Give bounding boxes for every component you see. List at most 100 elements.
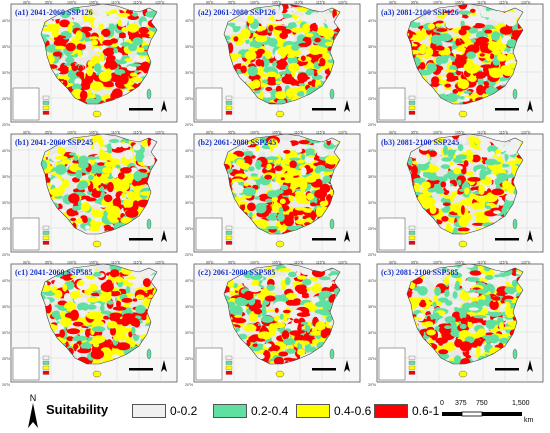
- panel-north-arrow-icon: [527, 230, 533, 242]
- suitability-patch: [459, 188, 466, 192]
- latitude-label: 20°N: [368, 253, 376, 257]
- suitability-patch: [62, 159, 71, 165]
- longitude-label: 115°E: [316, 1, 326, 5]
- panel-title: (c1) 2041-2060 SSP585: [15, 268, 93, 277]
- suitability-patch: [51, 310, 60, 318]
- panel-legend-swatch: [408, 225, 416, 230]
- suitability-patch: [466, 152, 474, 162]
- suitability-patch: [293, 318, 299, 324]
- panel-scale-bar: [129, 238, 153, 241]
- suitability-patch: [291, 44, 300, 51]
- suitability-patch: [441, 157, 452, 162]
- suitability-patch: [298, 42, 310, 47]
- latitude-label: 30°N: [185, 71, 193, 75]
- suitability-patch: [126, 193, 138, 197]
- suitability-patch: [413, 182, 421, 193]
- china-border: [223, 133, 341, 235]
- suitability-patch: [135, 294, 145, 300]
- suitability-patch: [314, 37, 321, 43]
- suitability-patch: [78, 180, 89, 189]
- suitability-patch: [470, 38, 476, 43]
- latitude-label: 35°N: [368, 45, 376, 49]
- china-map: 90°E 95°E 100°E 105°E 110°E 115°E 120°E40°N35°…: [2, 131, 178, 257]
- latitude-label: 25°N: [2, 357, 10, 361]
- suitability-patch: [491, 188, 505, 196]
- suitability-patch: [452, 89, 459, 94]
- longitude-label: 120°E: [155, 261, 165, 265]
- taiwan-island: [329, 218, 335, 230]
- latitude-label: 40°N: [2, 19, 10, 23]
- suitability-patch: [138, 26, 149, 34]
- suitability-patch: [108, 22, 115, 32]
- suitability-patch: [316, 151, 329, 157]
- suitability-patch: [64, 301, 76, 312]
- suitability-patch: [446, 72, 455, 81]
- suitability-patch: [107, 320, 118, 329]
- latitude-label: 35°N: [185, 175, 193, 179]
- suitability-patch: [279, 32, 288, 39]
- suitability-patch: [251, 279, 260, 287]
- suitability-patch: [489, 67, 503, 79]
- taiwan-island: [512, 88, 518, 100]
- map-grid: 90°E 95°E 100°E 105°E 110°E 115°E 120°E 40°N 35°…: [2, 0, 544, 390]
- suitability-patch: [56, 278, 66, 287]
- suitability-patch: [141, 141, 148, 147]
- map-panel-5: 90°E 95°E 100°E 105°E 110°E 115°E 120°E 40°N 35°…: [184, 130, 367, 260]
- longitude-label: 105°E: [89, 131, 99, 135]
- suitability-patch: [501, 303, 507, 307]
- suitability-patch: [300, 55, 306, 62]
- longitude-label: 100°E: [433, 1, 443, 5]
- longitude-label: 90°E: [23, 261, 31, 265]
- suitability-patch: [248, 285, 262, 293]
- suitability-patch: [451, 272, 463, 279]
- latitude-label: 20°N: [185, 253, 193, 257]
- suitability-patch: [473, 315, 487, 319]
- suitability-patch: [441, 216, 449, 222]
- suitability-patch: [249, 345, 263, 352]
- china-map: 90°E 95°E 100°E 105°E 110°E 115°E 120°E40°N35°…: [2, 1, 178, 127]
- suitability-patch: [112, 306, 127, 311]
- suitability-patch: [486, 202, 495, 206]
- map-panel-8: 90°E 95°E 100°E 105°E 110°E 115°E 120°E 40°N 35°…: [184, 260, 367, 390]
- latitude-label: 40°N: [368, 19, 376, 23]
- suitability-patch: [318, 63, 323, 67]
- suitability-patch: [435, 20, 444, 24]
- suitability-patch: [113, 48, 119, 54]
- latitude-label: 35°N: [185, 45, 193, 49]
- suitability-patch: [464, 171, 474, 176]
- panel-legend-swatch: [225, 235, 233, 240]
- suitability-patch: [84, 142, 92, 151]
- suitability-patch: [307, 81, 314, 86]
- suitability-patch: [262, 350, 271, 361]
- suitability-patch: [428, 150, 437, 157]
- suitability-patch: [255, 35, 268, 43]
- longitude-label: 120°E: [338, 131, 348, 135]
- longitude-label: 105°E: [89, 1, 99, 5]
- latitude-label: 20°N: [368, 123, 376, 127]
- longitude-label: 95°E: [411, 1, 419, 5]
- suitability-patch: [113, 276, 124, 283]
- suitability-patch: [266, 163, 272, 170]
- suitability-patch: [72, 321, 84, 327]
- suitability-patch: [454, 56, 467, 67]
- suitability-patch: [98, 148, 104, 159]
- suitability-patch: [73, 155, 79, 161]
- suitability-patch: [275, 90, 287, 100]
- suitability-patch: [70, 290, 79, 300]
- longitude-label: 120°E: [338, 261, 348, 265]
- map-panel-2: 90°E 95°E 100°E 105°E 110°E 115°E 120°E 40°N 35°…: [184, 0, 367, 130]
- panel-legend-swatch: [225, 370, 233, 375]
- suitability-patch: [79, 90, 88, 101]
- suitability-patch: [91, 326, 106, 333]
- suitability-patch: [283, 357, 293, 361]
- suitability-patch: [459, 96, 465, 100]
- china-map: 90°E 95°E 100°E 105°E 110°E 115°E 120°E40°N35°…: [185, 131, 361, 257]
- suitability-patch: [128, 331, 133, 338]
- suitability-patch: [495, 173, 510, 181]
- suitability-patch: [463, 182, 468, 187]
- suitability-patch: [114, 69, 126, 76]
- suitability-patch: [431, 76, 440, 85]
- suitability-patch: [65, 42, 76, 52]
- longitude-label: 90°E: [23, 131, 31, 135]
- suitability-patch: [61, 307, 67, 311]
